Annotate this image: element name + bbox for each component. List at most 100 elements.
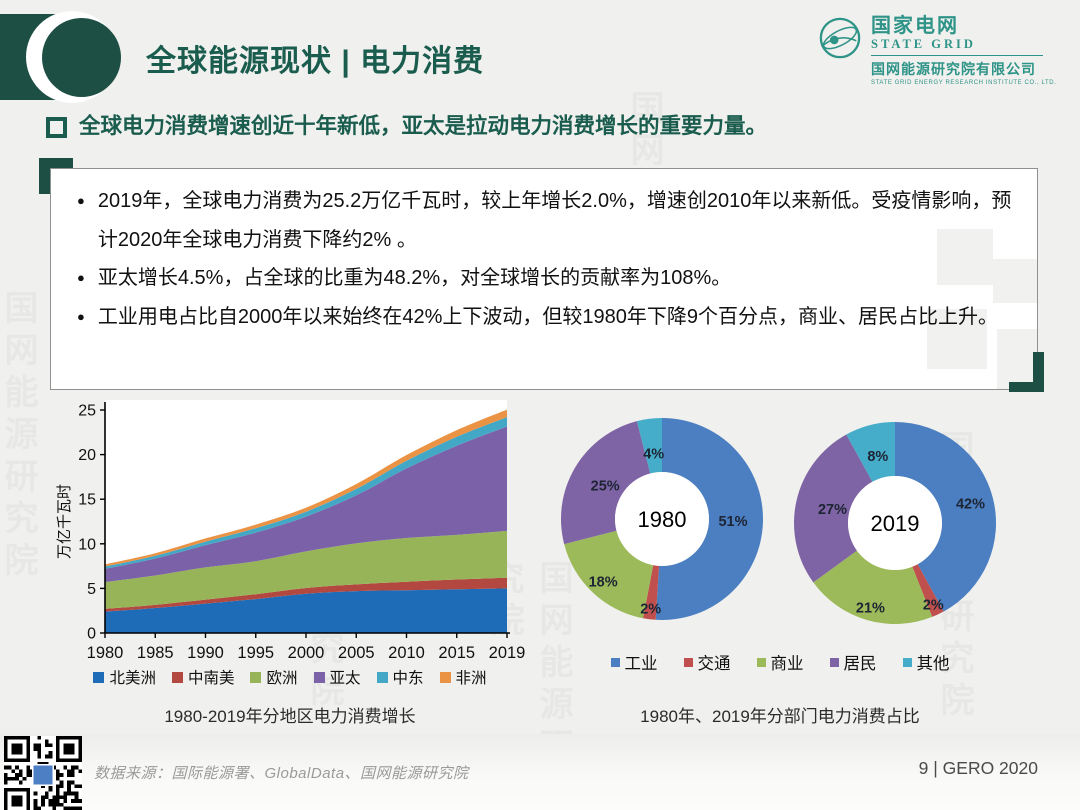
logo-org-cn: 国网能源研究院有限公司 xyxy=(871,61,1036,77)
mosaic-decoration xyxy=(927,309,987,369)
y-tick-label: 10 xyxy=(78,536,96,553)
donut-slice-label: 21% xyxy=(856,601,885,617)
x-tick-label: 1980 xyxy=(87,644,124,662)
legend-label: 交通 xyxy=(697,655,731,673)
header-circle xyxy=(42,18,121,97)
legend-swatch xyxy=(313,671,325,683)
bullet-text: 工业用电占比自2000年以来始终在42%上下波动，但较1980年下降9个百分点，… xyxy=(97,305,998,328)
donut-slice-label: 4% xyxy=(643,447,664,463)
x-tick-label: 2005 xyxy=(338,644,375,662)
legend-label: 非洲 xyxy=(455,670,487,687)
x-tick-label: 2000 xyxy=(288,644,325,662)
legend-item-商业: 商业 xyxy=(756,650,804,674)
legend-label: 工业 xyxy=(624,655,658,673)
bullet-item: ● 工业用电占比自2000年以来始终在42%上下波动，但较1980年下降9个百分… xyxy=(77,298,1013,337)
page-title: 全球能源现状 | 电力消费 xyxy=(146,45,485,78)
y-tick-label: 20 xyxy=(78,447,96,464)
x-tick-label: 2010 xyxy=(388,644,425,662)
bullet-item: ● 亚太增长4.5%，占全球的比重为48.2%，对全球增长的贡献率为108%。 xyxy=(77,259,1013,298)
legend-swatch xyxy=(376,671,388,683)
donut-slice-交通 xyxy=(912,564,944,617)
legend-item-亚太: 亚太 xyxy=(313,666,361,688)
corner-bracket-bottom-right xyxy=(1033,352,1044,392)
legend-swatch xyxy=(683,657,693,667)
state-grid-logo-icon xyxy=(819,17,861,59)
donut-chart-2019: 42% 2% 21% 27% 8% 2019 xyxy=(793,422,997,625)
area-series-欧洲 xyxy=(105,530,507,609)
page-number: 9 | GERO 2020 xyxy=(918,758,1038,778)
legend-swatch xyxy=(171,671,183,683)
legend-label: 亚太 xyxy=(329,670,361,687)
logo-divider xyxy=(871,55,1043,56)
area-series-group xyxy=(105,409,507,633)
donut-slice-label: 18% xyxy=(589,575,618,591)
bullet-list: ● 2019年，全球电力消费为25.2万亿千瓦时，较上年增长2.0%，增速创20… xyxy=(51,169,1037,336)
bullet-item: ● 2019年，全球电力消费为25.2万亿千瓦时，较上年增长2.0%，增速创20… xyxy=(77,182,1013,259)
corner-bracket-top-left xyxy=(39,158,73,168)
donut-slice-label: 42% xyxy=(956,497,985,513)
logo-cn-name: 国家电网 xyxy=(871,15,959,37)
legend-swatch xyxy=(610,657,620,667)
x-tick-label: 1995 xyxy=(237,644,274,662)
legend-item-中南美: 中南美 xyxy=(171,666,234,688)
data-source: 数据来源：国际能源署、GlobalData、国网能源研究院 xyxy=(94,765,469,782)
legend-label: 中东 xyxy=(392,670,424,687)
corner-bracket-top-left xyxy=(39,158,50,194)
bullet-marker: ● xyxy=(77,308,85,324)
mosaic-decoration xyxy=(937,229,993,285)
donut-slice-商业 xyxy=(564,530,654,619)
donut-slice-label: 51% xyxy=(718,514,747,530)
donut-slice-其他 xyxy=(636,418,662,474)
donut-slice-交通 xyxy=(643,565,660,620)
donut-legend: 工业 交通 商业 居民 其他 xyxy=(560,650,1000,674)
bullet-text: 亚太增长4.5%，占全球的比重为48.2%，对全球增长的贡献率为108%。 xyxy=(97,267,732,290)
legend-item-北美洲: 北美洲 xyxy=(93,666,156,688)
legend-item-居民: 居民 xyxy=(829,650,877,674)
chart-caption-left: 1980-2019年分地区电力消费增长 xyxy=(164,707,416,726)
area-chart: 0 5 10 15 20 25 1980 1985 1990 1995 2000 2005 2010 20… xyxy=(56,400,525,662)
donut-center-label: 1980 xyxy=(638,507,687,532)
bullet-marker: ● xyxy=(77,193,85,208)
donut-slice-label: 27% xyxy=(818,502,847,518)
mosaic-decoration xyxy=(997,329,1037,389)
area-series-北美洲 xyxy=(105,588,507,633)
y-tick-label: 0 xyxy=(87,626,96,643)
headline-square-marker xyxy=(46,117,67,138)
area-series-亚太 xyxy=(105,426,507,583)
logo-en-name: STATE GRID xyxy=(871,37,976,51)
legend-item-非洲: 非洲 xyxy=(439,666,487,688)
donut-slice-其他 xyxy=(846,422,895,482)
legend-swatch xyxy=(829,657,839,667)
legend-swatch xyxy=(439,671,451,683)
legend-item-中东: 中东 xyxy=(376,666,424,688)
logo-org-en: STATE GRID ENERGY RESEARCH INSTITUTE CO.… xyxy=(871,80,1057,86)
headline-text: 全球电力消费增速创近十年新低，亚太是拉动电力消费增长的重要力量。 xyxy=(79,114,768,138)
watermark: 国网能源研究院 xyxy=(0,290,37,584)
legend-label: 其他 xyxy=(916,655,950,673)
y-axis-title: 万亿千瓦时 xyxy=(56,484,73,559)
legend-label: 欧洲 xyxy=(266,670,298,687)
legend-swatch xyxy=(250,671,262,683)
legend-item-交通: 交通 xyxy=(683,650,731,674)
x-tick-label: 1985 xyxy=(137,644,174,662)
donut-slice-label: 2% xyxy=(923,597,944,613)
bullet-marker: ● xyxy=(77,270,85,286)
legend-label: 商业 xyxy=(770,655,804,673)
y-tick-label: 15 xyxy=(78,492,96,509)
legend-swatch xyxy=(93,671,105,683)
legend-swatch xyxy=(756,657,766,667)
legend-item-其他: 其他 xyxy=(902,650,950,674)
donut-slice-label: 8% xyxy=(867,449,888,465)
x-tick-label: 2015 xyxy=(438,644,475,662)
x-tick-label: 2019 xyxy=(489,644,525,662)
donut-center-label: 2019 xyxy=(871,511,920,536)
legend-label: 居民 xyxy=(843,655,877,673)
donut-slice-商业 xyxy=(813,550,933,625)
donut-slice-工业 xyxy=(895,422,997,612)
donut-slice-居民 xyxy=(793,434,873,583)
donut-chart-1980: 51% 2% 18% 25% 4% 1980 xyxy=(560,418,764,620)
bullet-text: 2019年，全球电力消费为25.2万亿千瓦时，较上年增长2.0%，增速创2010… xyxy=(97,190,1012,251)
chart-caption-right: 1980年、2019年分部门电力消费占比 xyxy=(640,707,920,726)
y-tick-label: 5 xyxy=(87,581,96,598)
